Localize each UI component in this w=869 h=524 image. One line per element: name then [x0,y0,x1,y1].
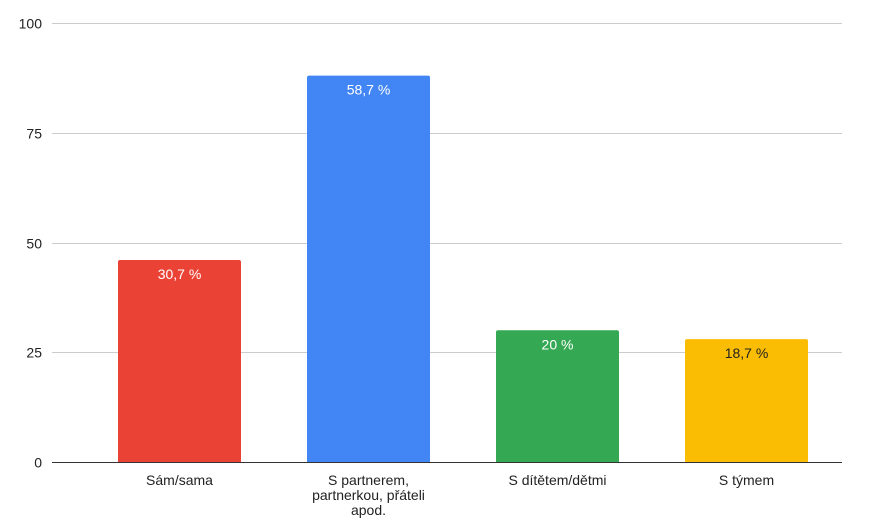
y-tick-label: 0 [34,455,42,471]
x-category-label: Sám/sama [146,472,213,488]
y-tick-label: 50 [26,236,42,252]
bar [496,330,619,462]
x-category-label: apod. [351,502,386,518]
data-label: 20 % [542,336,574,352]
bar [118,260,241,462]
y-axis-tick-labels: 0 25 50 75 100 [19,16,43,471]
data-label: 30,7 % [158,266,202,282]
data-labels: 30,7 % 58,7 % 20 % 18,7 % [158,82,769,361]
x-axis-category-labels: Sám/sama S partnerem,partnerkou, přátelia… [146,472,774,518]
y-tick-label: 75 [26,126,42,142]
bar [685,339,808,462]
y-tick-label: 25 [26,345,42,361]
x-category-label: S partnerem, [328,472,409,488]
x-category-label: S dítětem/dětmi [508,472,606,488]
x-category-label: partnerkou, přáteli [312,487,425,503]
bar [307,75,430,463]
y-tick-label: 100 [19,16,43,32]
bars [118,75,808,463]
data-label: 18,7 % [725,345,769,361]
x-category-label: S týmem [719,472,774,488]
data-label: 58,7 % [347,82,391,98]
